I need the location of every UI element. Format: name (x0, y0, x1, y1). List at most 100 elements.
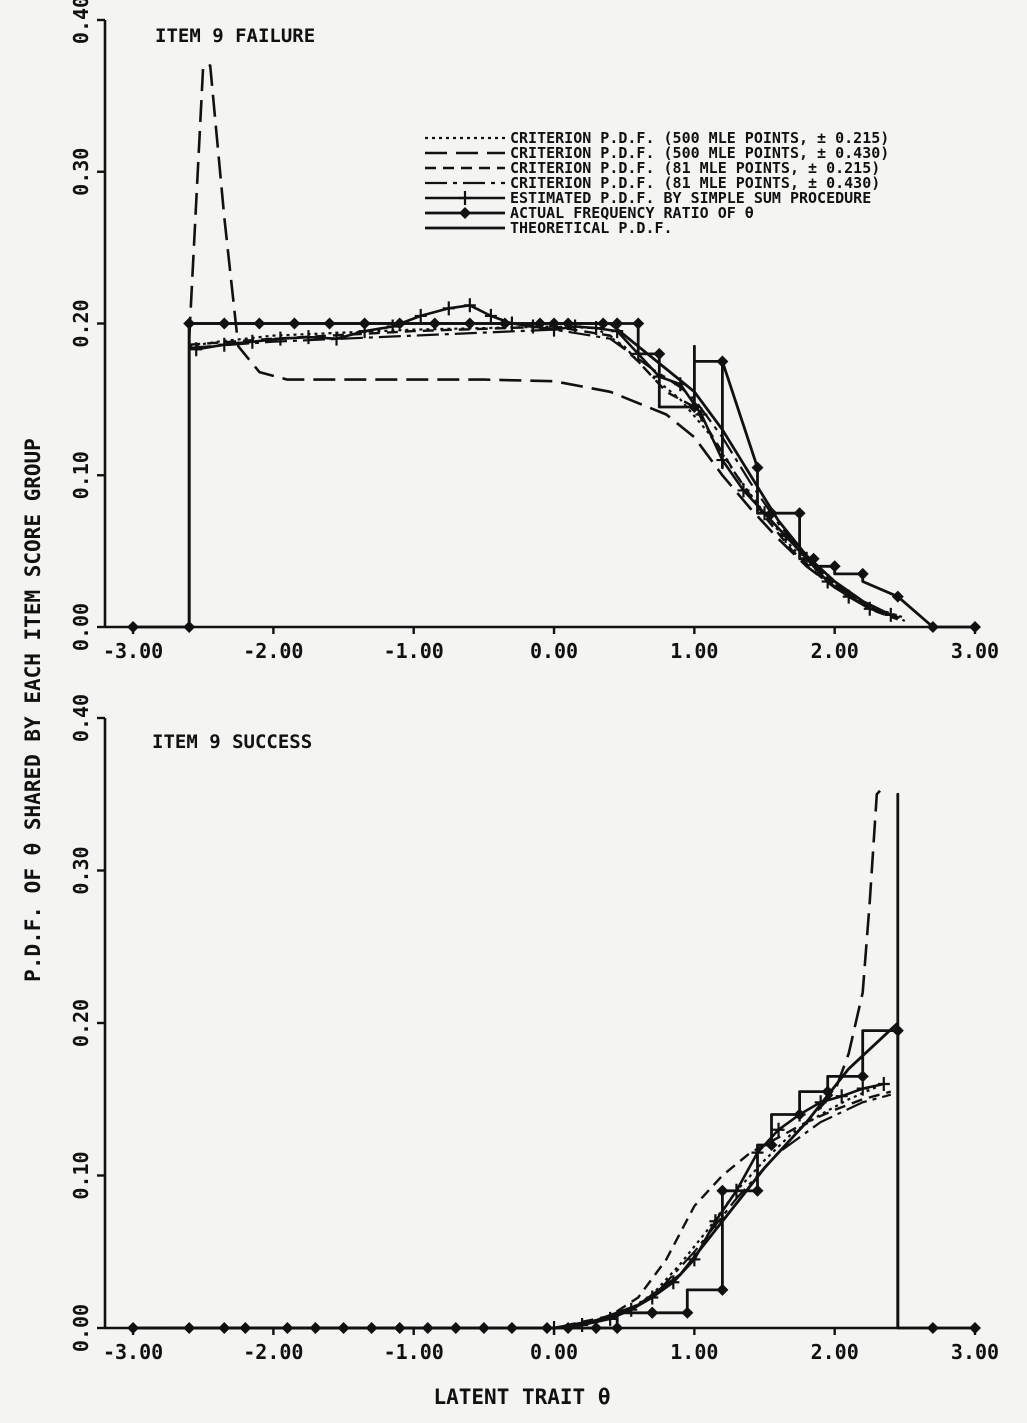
data-point (716, 1184, 729, 1197)
data-point (772, 1122, 785, 1137)
series-step-diamond (127, 317, 981, 633)
data-point (737, 483, 750, 498)
data-point (590, 1322, 603, 1334)
data-point (828, 560, 841, 573)
series-line (553, 1082, 885, 1330)
x-tick-label: -3.00 (103, 1340, 163, 1364)
x-tick-label: -1.00 (384, 639, 444, 663)
data-point (484, 308, 497, 323)
legend-entry: CRITERION P.D.F. (81 MLE POINTS, ± 0.215… (510, 159, 880, 177)
panel-item-9-success: 0.00 0.10 0.20 0.30 0.40 -3.00 -2.00 -1.00 0.00 1… (69, 694, 999, 1364)
series-dotted (133, 1085, 878, 1330)
x-tick-label: 3.00 (951, 639, 999, 663)
x-tick-label: 0.00 (530, 1340, 578, 1364)
data-point (856, 567, 869, 580)
legend-entry: CRITERION P.D.F. (81 MLE POINTS, ± 0.430… (510, 174, 880, 192)
data-point (190, 342, 203, 357)
legend-entry: THEORETICAL P.D.F. (510, 219, 673, 237)
data-point (793, 1108, 806, 1121)
series-solid (187, 322, 892, 627)
series-dash-dot (189, 328, 906, 622)
legend-entry: ACTUAL FREQUENCY RATIO OF θ (510, 204, 754, 222)
data-point (891, 590, 904, 603)
y-tick-label: 0.30 (69, 846, 93, 894)
y-tick-label: 0.40 (69, 694, 93, 742)
data-point (856, 1081, 869, 1096)
series-line (133, 322, 975, 629)
y-tick-label: 0.20 (69, 299, 93, 347)
x-tick-label: -3.00 (103, 639, 163, 663)
data-point (569, 319, 582, 334)
data-point (807, 552, 820, 565)
data-point (926, 621, 939, 633)
y-tick-label: 0.10 (69, 451, 93, 499)
y-tick-label: 0.00 (69, 1304, 93, 1352)
data-point (274, 331, 287, 346)
series-dotted (189, 325, 906, 619)
series-solid-plus (548, 1077, 890, 1335)
data-point (653, 347, 666, 360)
y-axis-label: P.D.F. OF θ SHARED BY EACH ITEM SCORE GR… (21, 438, 45, 982)
data-point (793, 507, 806, 520)
series-line (133, 1029, 975, 1330)
data-point (969, 1322, 981, 1334)
data-point (926, 1322, 939, 1334)
series-line (189, 328, 906, 622)
x-tick-label: 1.00 (670, 1340, 718, 1364)
series-line (189, 325, 899, 621)
legend-marker (459, 207, 471, 219)
data-point (716, 1283, 729, 1296)
data-point (751, 1184, 764, 1197)
data-point (127, 1322, 140, 1334)
series-step-diamond (127, 1024, 981, 1334)
data-point (709, 1214, 722, 1229)
legend: CRITERION P.D.F. (500 MLE POINTS, ± 0.21… (425, 129, 889, 237)
series-line (133, 785, 885, 1330)
x-tick-label: 1.00 (670, 639, 718, 663)
data-point (414, 308, 427, 323)
data-point (681, 1306, 694, 1319)
y-tick-label: 0.10 (69, 1151, 93, 1199)
data-point (695, 407, 708, 422)
legend-entry: CRITERION P.D.F. (500 MLE POINTS, ± 0.21… (510, 129, 889, 147)
legend-marker (459, 191, 471, 205)
x-tick-label: 3.00 (951, 1340, 999, 1364)
chart-title: ITEM 9 FAILURE (155, 25, 315, 47)
series-line (187, 322, 892, 627)
y-tick-label: 0.20 (69, 999, 93, 1047)
series-solid (133, 792, 900, 1330)
data-point (821, 1085, 834, 1098)
x-tick-label: -1.00 (384, 1340, 444, 1364)
data-point (646, 1306, 659, 1319)
y-tick-label: 0.00 (69, 603, 93, 651)
data-point (835, 1089, 848, 1104)
x-tick-label: 0.00 (530, 639, 578, 663)
data-point (716, 355, 729, 368)
x-tick-label: -2.00 (243, 1340, 303, 1364)
series-line (133, 1085, 878, 1330)
series-solid-plus (190, 298, 897, 622)
series-line (133, 1090, 892, 1330)
x-tick-label: 2.00 (811, 1340, 859, 1364)
data-point (442, 301, 455, 316)
series-long-dash (133, 785, 885, 1330)
series-line (195, 303, 892, 617)
data-point (246, 334, 259, 349)
series-long-dash (187, 64, 906, 621)
x-tick-label: -2.00 (243, 639, 303, 663)
data-point (330, 331, 343, 346)
panel-item-9-failure: 0.00 0.10 0.20 0.30 0.40 -3.00 -2.00 -1.00 0.00 1… (69, 0, 999, 663)
data-point (611, 1322, 624, 1334)
data-point (218, 337, 231, 352)
data-point (688, 400, 701, 413)
x-axis-label: LATENT TRAIT θ (433, 1385, 610, 1409)
x-tick-label: 2.00 (811, 639, 859, 663)
data-point (127, 621, 140, 633)
data-point (632, 317, 645, 330)
data-point (751, 461, 764, 474)
series-line (133, 792, 900, 1330)
data-point (856, 1070, 869, 1083)
legend-entry: ESTIMATED P.D.F. BY SIMPLE SUM PROCEDURE (510, 189, 871, 207)
legend-entry: CRITERION P.D.F. (500 MLE POINTS, ± 0.43… (510, 144, 889, 162)
data-point (386, 319, 399, 334)
